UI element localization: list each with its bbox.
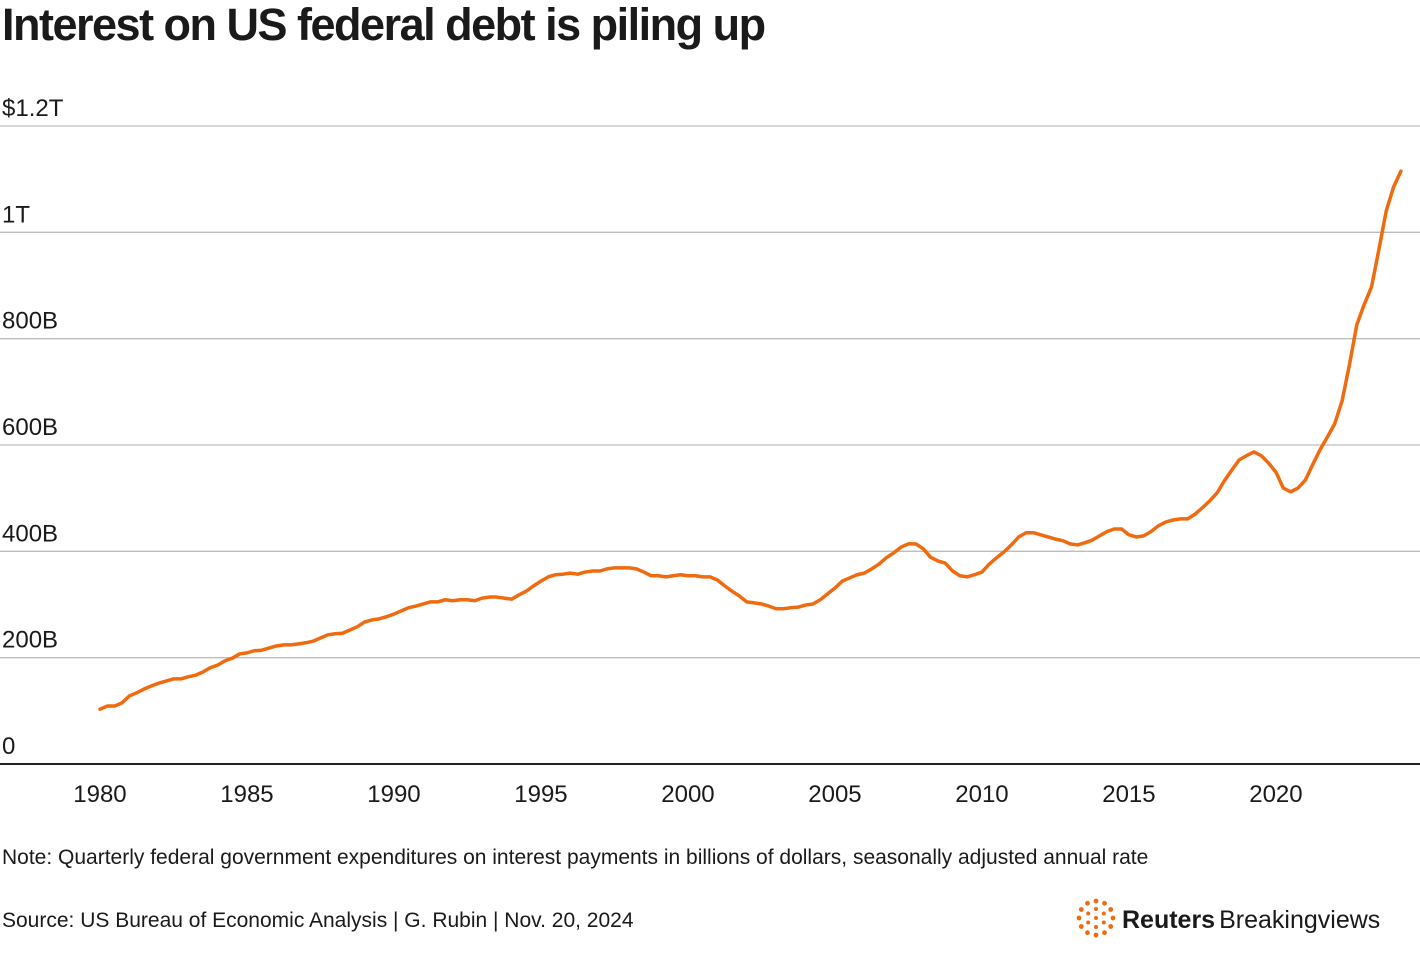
x-tick-label: 2020	[1249, 781, 1302, 808]
brand-name: Reuters	[1122, 906, 1215, 934]
y-tick-label: 400B	[2, 520, 58, 547]
brand-product: Breakingviews	[1219, 906, 1380, 934]
source: Source: US Bureau of Economic Analysis |…	[2, 909, 634, 932]
y-tick-label: 800B	[2, 308, 58, 335]
x-tick-label: 1990	[367, 781, 420, 808]
x-tick-label: 2015	[1102, 781, 1155, 808]
brand-logo-icon	[1076, 898, 1116, 938]
y-tick-label: 0	[2, 733, 15, 760]
chart-title: Interest on US federal debt is piling up	[2, 0, 765, 50]
brand: Reuters Breakingviews	[1122, 906, 1380, 934]
x-tick-label: 1980	[73, 781, 126, 808]
x-tick-label: 2005	[808, 781, 861, 808]
y-tick-label: 600B	[2, 414, 58, 441]
line	[98, 169, 1403, 711]
note: Note: Quarterly federal government expen…	[2, 846, 1148, 869]
y-tick-label: 1T	[2, 201, 30, 228]
y-tick-label: $1.2T	[2, 95, 64, 122]
x-tick-label: 1985	[220, 781, 273, 808]
x-tick-label: 2010	[955, 781, 1008, 808]
y-tick-label: 200B	[2, 627, 58, 654]
x-tick-label: 2000	[661, 781, 714, 808]
x-tick-label: 1995	[514, 781, 567, 808]
